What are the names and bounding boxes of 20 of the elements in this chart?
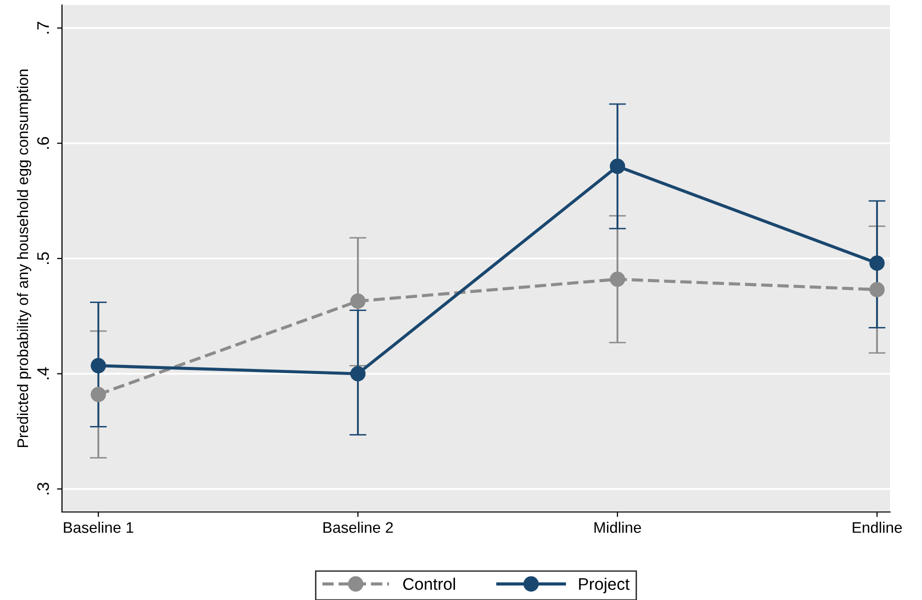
point	[610, 272, 626, 287]
point	[610, 158, 626, 174]
point	[90, 386, 106, 402]
x-tick-label: Baseline 2	[323, 522, 393, 533]
x-tick-label: Baseline 1	[64, 522, 134, 533]
point	[350, 366, 366, 382]
point	[869, 282, 885, 298]
legend-label: Project	[579, 578, 630, 594]
x-tick-label: Midline	[594, 522, 641, 533]
point	[350, 293, 366, 309]
y-tick-label: .6	[37, 137, 49, 149]
y-tick-label: .5	[37, 252, 49, 264]
point	[90, 358, 106, 374]
point	[869, 255, 885, 271]
legend-label: Control	[403, 578, 455, 590]
y-tick-label: .3	[37, 482, 49, 494]
x-tick-label: Endline	[852, 522, 902, 533]
y-tick-label: .4	[37, 367, 49, 380]
y-axis-title: Predicted probability of any household egg consumption	[16, 70, 32, 448]
y-tick-label: .7	[37, 22, 49, 34]
